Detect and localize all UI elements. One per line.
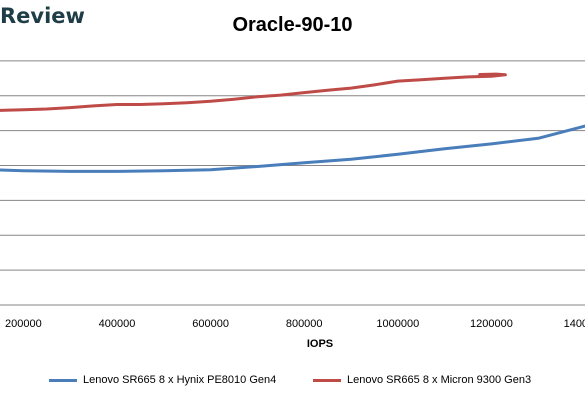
legend-item-hynix: Lenovo SR665 8 x Hynix PE8010 Gen4 <box>49 374 276 386</box>
x-tick-label: 1400000 <box>564 318 585 330</box>
legend-swatch-hynix <box>49 378 77 382</box>
line-chart: 200000 400000 600000 800000 1000000 1200000 14… <box>0 60 585 330</box>
brand-logo-text: Review <box>0 4 85 28</box>
series-lines <box>0 72 585 173</box>
series-line-1 <box>0 72 507 112</box>
x-tick-label: 1200000 <box>470 318 513 330</box>
legend-label-micron: Lenovo SR665 8 x Micron 9300 Gen3 <box>347 374 532 386</box>
legend-label-hynix: Lenovo SR665 8 x Hynix PE8010 Gen4 <box>83 374 277 386</box>
x-tick-label: 400000 <box>99 318 136 330</box>
legend-item-micron: Lenovo SR665 8 x Micron 9300 Gen3 <box>313 374 531 386</box>
x-axis-label: IOPS <box>306 338 334 350</box>
x-tick-label: 600000 <box>192 318 229 330</box>
x-tick-label: 800000 <box>286 318 323 330</box>
x-tick-label: 1000000 <box>376 318 419 330</box>
x-tick-label: 200000 <box>5 318 42 330</box>
series-line-0 <box>0 124 585 173</box>
gridlines <box>0 60 585 306</box>
x-axis-ticks: 200000 400000 600000 800000 1000000 1200000 14… <box>5 318 585 330</box>
legend-swatch-micron <box>313 378 341 382</box>
chart-title: Oracle-90-10 <box>232 14 353 36</box>
